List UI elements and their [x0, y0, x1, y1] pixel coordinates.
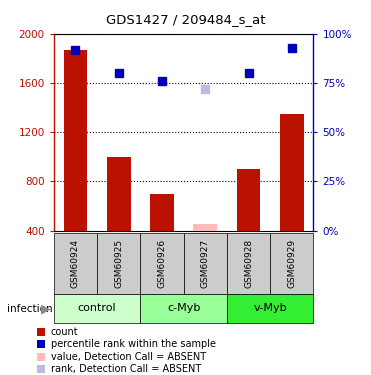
Bar: [54, 294, 140, 322]
Text: v-Myb: v-Myb: [253, 303, 287, 313]
Text: c-Myb: c-Myb: [167, 303, 200, 313]
Bar: [227, 294, 313, 322]
Text: GSM60928: GSM60928: [244, 239, 253, 288]
Text: control: control: [78, 303, 116, 313]
Bar: [63, 50, 87, 231]
Text: percentile rank within the sample: percentile rank within the sample: [51, 339, 216, 349]
Bar: [54, 232, 97, 294]
Text: GSM60924: GSM60924: [71, 239, 80, 288]
Bar: [150, 194, 174, 231]
Text: ▶: ▶: [41, 302, 50, 315]
Bar: [193, 225, 217, 231]
Bar: [237, 169, 260, 231]
Bar: [280, 114, 304, 231]
Text: GDS1427 / 209484_s_at: GDS1427 / 209484_s_at: [106, 13, 265, 26]
Text: GSM60925: GSM60925: [114, 239, 123, 288]
Bar: [140, 294, 227, 322]
Bar: [97, 232, 140, 294]
Bar: [184, 232, 227, 294]
Text: count: count: [51, 327, 78, 337]
Text: value, Detection Call = ABSENT: value, Detection Call = ABSENT: [51, 352, 206, 362]
Bar: [270, 232, 313, 294]
Text: GSM60927: GSM60927: [201, 239, 210, 288]
Bar: [227, 232, 270, 294]
Text: infection: infection: [7, 304, 53, 313]
Bar: [107, 157, 131, 231]
Text: GSM60929: GSM60929: [288, 239, 296, 288]
Text: GSM60926: GSM60926: [158, 239, 167, 288]
Text: rank, Detection Call = ABSENT: rank, Detection Call = ABSENT: [51, 364, 201, 374]
Bar: [140, 232, 184, 294]
